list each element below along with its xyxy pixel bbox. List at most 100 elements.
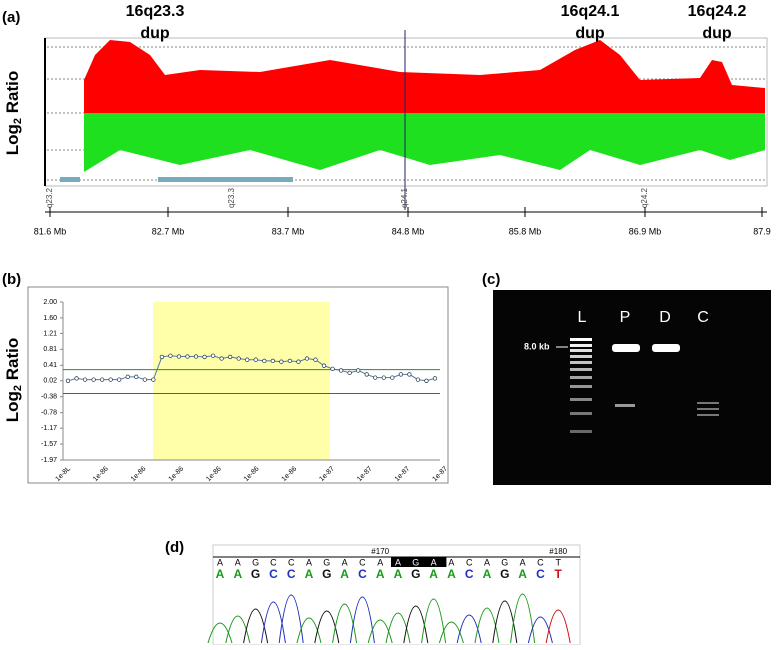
gene-block — [158, 177, 293, 182]
trace-peak — [474, 607, 500, 644]
y-tick-label: -0.38 — [41, 394, 57, 401]
band-label: q23.3 — [227, 187, 236, 208]
base-call: A — [483, 567, 492, 581]
gel-band — [615, 404, 635, 407]
trace-peak — [527, 616, 553, 644]
ratio-point — [347, 370, 352, 375]
dup-label: dup — [575, 25, 605, 42]
gain-cloud — [84, 40, 765, 113]
ratio-point — [108, 377, 113, 382]
ratio-point — [321, 363, 327, 368]
ratio-point — [91, 377, 96, 382]
trace-peak — [225, 615, 251, 644]
position-label: 81.6 Mb — [34, 226, 67, 236]
loss-cloud — [84, 113, 765, 172]
base-call: G — [251, 567, 260, 581]
band-label: q24.2 — [640, 187, 649, 208]
lane-label: D — [659, 309, 671, 326]
ladder-band — [570, 338, 592, 341]
base-call: A — [395, 557, 401, 567]
label-part: Ratio — [3, 338, 22, 385]
panel-label: (c) — [482, 271, 500, 288]
y-tick-label: -1.17 — [41, 425, 57, 432]
band-label: q24.1 — [400, 187, 409, 208]
ratio-point — [74, 376, 79, 381]
base-call: A — [518, 567, 527, 581]
ratio-point — [313, 357, 318, 362]
ratio-point — [279, 359, 284, 364]
base-call: C — [287, 567, 296, 581]
trace-peak — [314, 610, 340, 644]
base-call: G — [323, 557, 330, 567]
ratio-point — [356, 368, 361, 373]
y-tick-label: -1.97 — [41, 457, 57, 464]
y-axis-label: Log2 Ratio — [3, 71, 23, 156]
ladder-band — [570, 355, 592, 358]
ratio-point — [262, 358, 267, 364]
y-tick-label: 1.60 — [43, 315, 57, 322]
base-call: C — [270, 557, 277, 567]
ratio-point — [373, 375, 378, 380]
base-call: G — [411, 567, 420, 581]
highlight — [391, 557, 447, 567]
ratio-point — [125, 374, 130, 379]
base-call: A — [305, 567, 314, 581]
base-call: G — [252, 557, 259, 567]
gel-image — [493, 290, 771, 485]
base-call: A — [342, 557, 348, 567]
label-part: Ratio — [3, 71, 22, 118]
base-call: A — [520, 557, 526, 567]
dup-label: dup — [702, 25, 732, 42]
ladder-band — [570, 361, 592, 364]
base-call: A — [340, 567, 349, 581]
ladder-band — [570, 349, 592, 352]
ratio-point — [134, 374, 139, 379]
ratio-point — [210, 353, 216, 358]
dup-label: dup — [140, 25, 170, 42]
base-call: G — [412, 557, 419, 567]
lane-label: C — [697, 309, 709, 326]
base-call: T — [555, 557, 561, 567]
ratio-point — [390, 375, 395, 380]
trace-peak — [296, 617, 322, 644]
y-axis-label: Log2 Ratio — [3, 338, 23, 423]
base-call: A — [235, 557, 241, 567]
position-label: 84.8 Mb — [392, 226, 425, 236]
label-part: 2 — [12, 118, 24, 124]
base-call: A — [448, 557, 454, 567]
panel-label: (a) — [2, 9, 20, 26]
ratio-point — [253, 357, 258, 362]
base-call: C — [537, 557, 544, 567]
ratio-point — [117, 377, 122, 382]
ladder-band — [570, 344, 592, 347]
ratio-point — [407, 372, 412, 377]
lane-label: L — [578, 309, 587, 326]
ratio-point — [159, 354, 165, 360]
trace-peak — [421, 598, 447, 644]
trace-peak — [207, 622, 233, 644]
y-tick-label: 0.41 — [43, 362, 57, 369]
y-tick-label: 1.21 — [43, 330, 57, 337]
base-call: A — [431, 557, 437, 567]
trace-peak — [349, 596, 375, 644]
ratio-point — [193, 354, 199, 359]
ratio-point — [245, 357, 250, 362]
position-label: 82.7 Mb — [152, 226, 185, 236]
ratio-point — [176, 354, 182, 359]
trace-peak — [456, 614, 482, 644]
highlight-region — [153, 302, 330, 460]
position-label: 87.9 — [753, 226, 771, 236]
ratio-point — [415, 377, 421, 382]
ratio-point — [228, 354, 233, 360]
ratio-point — [99, 377, 105, 382]
ladder-band — [570, 398, 592, 401]
ratio-point — [381, 375, 386, 380]
ratio-point — [142, 377, 147, 382]
position-label: 85.8 Mb — [509, 226, 542, 236]
ratio-point — [185, 354, 190, 359]
ladder-band — [570, 412, 592, 415]
base-call: A — [394, 567, 403, 581]
trace-peak — [545, 609, 571, 644]
